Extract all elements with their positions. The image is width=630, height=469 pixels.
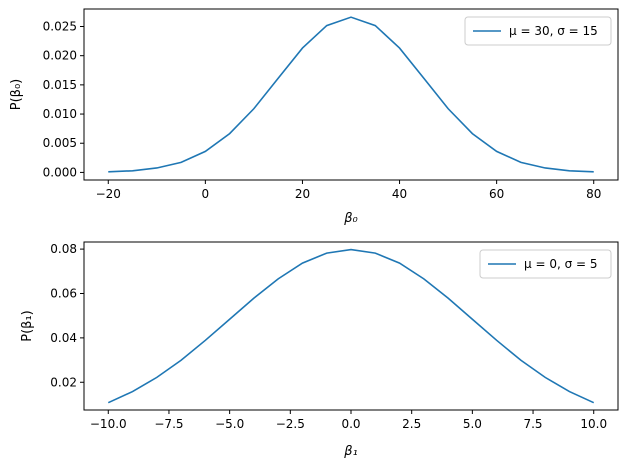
x-tick-label: −20 (96, 187, 121, 201)
legend-label: μ = 0, σ = 5 (524, 257, 598, 271)
x-tick-label: −10.0 (90, 417, 127, 431)
x-tick-label: 10.0 (580, 417, 607, 431)
y-axis-label: P(β₀) (9, 79, 24, 111)
x-axis-label: β₀ (343, 211, 358, 226)
x-tick-label: 80 (586, 187, 601, 201)
y-tick-label: 0.025 (43, 20, 77, 34)
series-line (108, 16, 594, 173)
x-tick-label: −2.5 (276, 417, 305, 431)
x-tick-label: −7.5 (154, 417, 183, 431)
x-tick-label: 7.5 (523, 417, 542, 431)
y-tick-label: 0.04 (50, 331, 77, 345)
x-tick-label: 40 (392, 187, 407, 201)
y-tick-label: 0.06 (50, 286, 77, 300)
series-line (107, 248, 595, 404)
plot-frame (83, 8, 619, 181)
legend-label: μ = 30, σ = 15 (509, 24, 598, 38)
x-tick-label: −5.0 (215, 417, 244, 431)
chart-panel-2: −10.0 −7.5 −5.0 −2.5 0.0 2.5 5.0 7.5 10.0 0.02 0.0… (20, 241, 619, 459)
y-tick-label: 0.000 (43, 165, 77, 179)
legend-box (464, 16, 612, 46)
y-tick-label: 0.015 (43, 78, 77, 92)
x-tick-label: 2.5 (402, 417, 421, 431)
x-tick-label: 5.0 (463, 417, 482, 431)
y-tick-label: 0.08 (50, 242, 77, 256)
chart-panel-1: −20 0 20 40 60 80 0.000 0.005 0.010 0.015 0.020 0.0… (9, 8, 619, 226)
y-tick-label: 0.02 (50, 375, 77, 389)
x-tick-label: 20 (295, 187, 310, 201)
y-tick-label: 0.005 (43, 136, 77, 150)
y-tick-label: 0.010 (43, 107, 77, 121)
y-axis-label: P(β₁) (20, 310, 35, 342)
legend-box (479, 249, 612, 279)
x-tick-label: 0.0 (341, 417, 360, 431)
x-tick-label: 0 (202, 187, 210, 201)
x-tick-label: 60 (489, 187, 504, 201)
x-axis-label: β₁ (343, 444, 358, 459)
y-tick-label: 0.020 (43, 49, 77, 63)
